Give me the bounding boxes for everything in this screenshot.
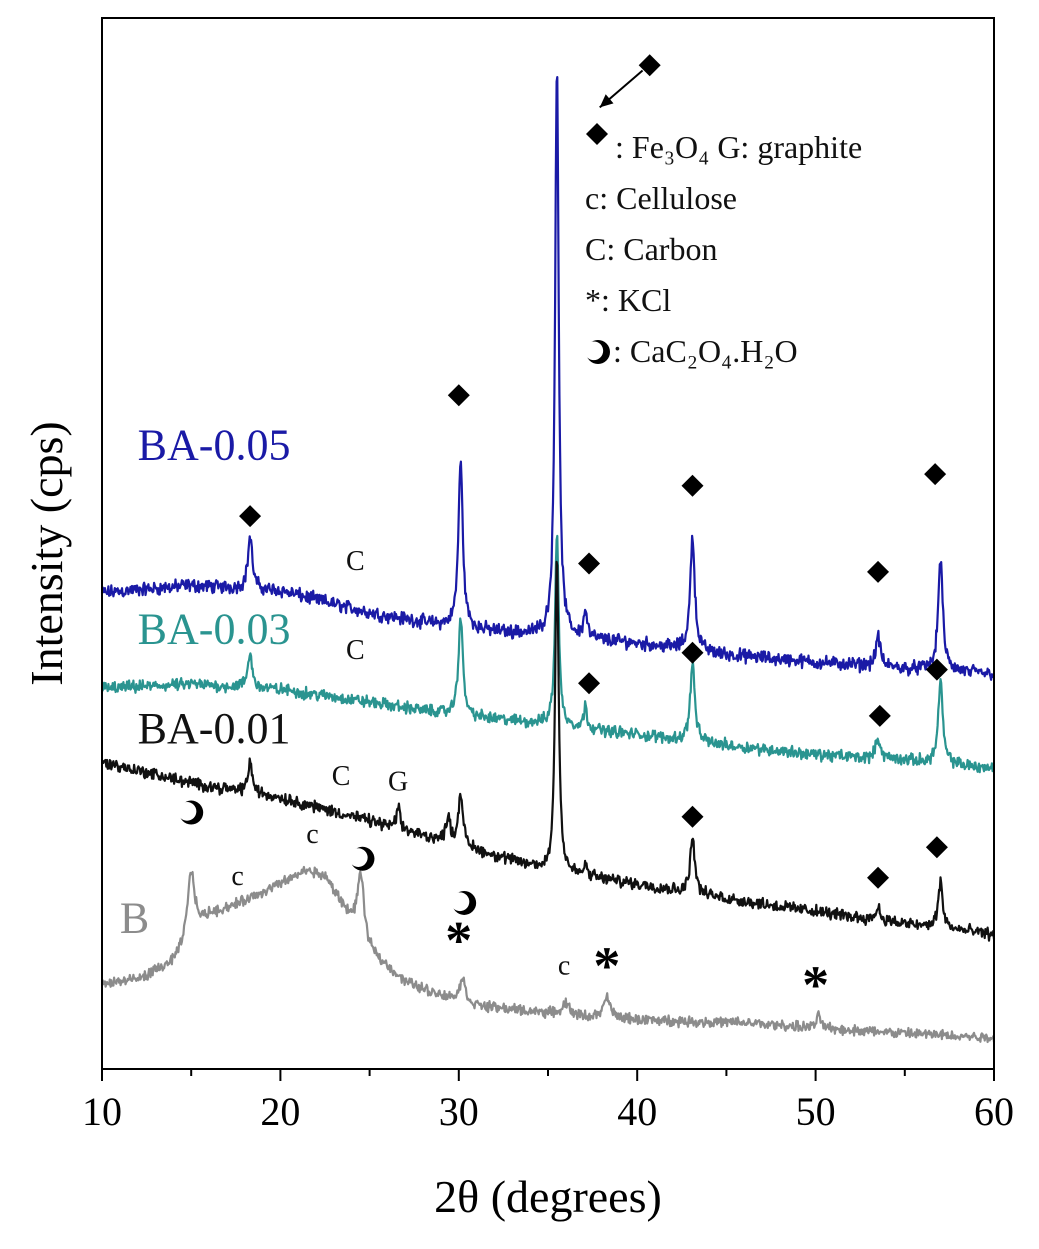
diamond-marker-5 — [867, 560, 890, 583]
diamond-marker-2 — [681, 474, 704, 497]
curve-label: BA-0.05 — [138, 420, 291, 469]
series-line-3 — [101, 865, 996, 1044]
asterisk-marker-18: * — [593, 936, 620, 996]
diamond-marker-8 — [868, 704, 891, 727]
peak-letter: C — [332, 761, 351, 792]
diamond-marker-3 — [924, 463, 947, 486]
diamond-marker-12 — [925, 836, 948, 859]
curve-label: BA-0.01 — [138, 704, 291, 753]
legend-entry-text: : CaC₂O₄.H₂O — [613, 333, 798, 369]
x-tick-label: 60 — [974, 1089, 1014, 1134]
diamond-marker-6 — [578, 672, 601, 695]
legend-entry-text: C: Carbon — [585, 231, 717, 267]
legend: : Fe₃O₄ G: graphite c: Cellulose C: Carbon… — [584, 123, 862, 369]
plot-frame — [101, 17, 995, 1070]
peak-letter: G — [388, 766, 408, 797]
legend-entry-text: c: Cellulose — [585, 180, 737, 216]
legend-entry-text: *: KCl — [585, 282, 671, 318]
asterisk-marker-19: * — [802, 955, 829, 1015]
curve-label: BA-0.03 — [138, 604, 291, 653]
diamond-marker-10 — [681, 805, 704, 828]
x-tick-label: 50 — [796, 1089, 836, 1134]
asterisk-marker-17: * — [445, 911, 472, 971]
x-axis-label: 2θ (degrees) — [434, 1171, 662, 1222]
annotations-layer: BA-0.05 BA-0.03 BA-0.01 B C C C Gc c c * * * — [120, 54, 948, 1015]
diamond-marker-0 — [239, 505, 262, 528]
series-line-2 — [100, 560, 996, 942]
y-axis-label: Intensity (cps) — [21, 421, 72, 685]
diamond-marker-11 — [867, 866, 890, 889]
series-line-1 — [100, 534, 995, 774]
x-tick-label: 30 — [439, 1089, 479, 1134]
peak-letter: c — [306, 819, 318, 850]
crescent-marker-14-hollow — [177, 801, 197, 821]
peak-letter: c — [558, 950, 570, 981]
diamond-marker-7 — [681, 641, 704, 664]
legend-crescent-icon-hollow — [584, 341, 604, 361]
curves-layer — [100, 76, 996, 1044]
diamond-marker-1 — [447, 384, 470, 407]
legend-diamond-icon — [586, 123, 608, 145]
diamond-marker-4 — [578, 552, 601, 575]
x-tick-label: 40 — [617, 1089, 657, 1134]
pointer-arrow-head — [599, 94, 614, 108]
crescent-marker-16-hollow — [450, 892, 470, 912]
legend-entry-text: : Fe₃O₄ G: graphite — [615, 129, 862, 165]
series-line-0 — [100, 76, 995, 681]
diamond-marker-9 — [925, 658, 948, 681]
peak-letter: C — [346, 546, 365, 577]
crescent-marker-15-hollow — [348, 848, 368, 867]
x-tick-label: 10 — [82, 1089, 122, 1134]
curve-label: B — [120, 893, 149, 942]
peak-letter: C — [346, 635, 365, 666]
x-axis: 10 20 30 40 50 60 — [82, 1069, 1014, 1134]
diamond-marker-13 — [638, 54, 661, 77]
peak-letter: c — [231, 861, 243, 892]
x-tick-label: 20 — [260, 1089, 300, 1134]
